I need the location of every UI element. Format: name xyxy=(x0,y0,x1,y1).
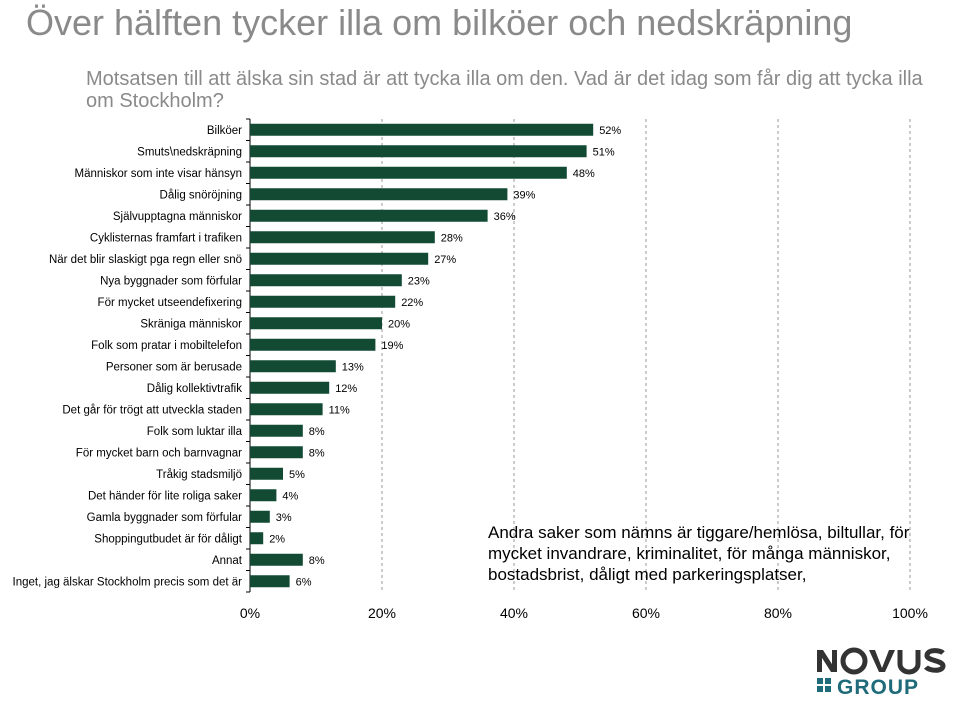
x-tick-label: 0% xyxy=(240,605,260,621)
category-label: Skräniga människor xyxy=(140,318,242,330)
data-label: 22% xyxy=(401,297,423,309)
data-label: 3% xyxy=(276,512,292,524)
logo-wordmark-top xyxy=(817,647,946,675)
category-label: Annat xyxy=(212,555,243,567)
data-label: 8% xyxy=(309,555,325,567)
bar xyxy=(250,446,303,459)
bar xyxy=(250,467,283,480)
data-label: 12% xyxy=(335,383,357,395)
bar xyxy=(250,123,594,136)
other-answers-note: Andra saker som nämns är tiggare/hemlösa… xyxy=(488,523,910,584)
bar xyxy=(250,252,429,265)
category-label: Självupptagna människor xyxy=(113,211,242,223)
novus-group-logo: GROUP xyxy=(817,647,946,698)
data-label: 5% xyxy=(289,469,305,481)
data-label: 20% xyxy=(388,318,410,330)
category-label: Nya byggnader som förfular xyxy=(100,275,242,287)
data-label: 19% xyxy=(381,340,403,352)
data-label: 51% xyxy=(593,146,615,158)
category-label: Cyklisternas framfart i trafiken xyxy=(90,232,242,244)
x-tick-label: 40% xyxy=(500,605,528,621)
category-label: Det händer för lite roliga saker xyxy=(88,490,242,502)
page-title: Över hälften tycker illa om bilköer och … xyxy=(26,2,853,43)
category-label: Dålig snöröjning xyxy=(160,189,242,201)
x-tick-label: 20% xyxy=(368,605,396,621)
bar xyxy=(250,274,402,287)
category-label: För mycket barn och barnvagnar xyxy=(76,447,242,459)
logo-squares-icon xyxy=(817,678,831,692)
x-tick-label: 80% xyxy=(764,605,792,621)
category-label: Dålig kollektivtrafik xyxy=(147,383,242,395)
category-label: Personer som är berusade xyxy=(106,361,242,373)
category-label: När det blir slaskigt pga regn eller snö xyxy=(49,254,242,266)
data-label: 48% xyxy=(573,168,595,180)
category-label: För mycket utseendefixering xyxy=(98,297,242,309)
chart-subtitle: Motsatsen till att älska sin stad är att… xyxy=(86,68,923,112)
bar xyxy=(250,489,277,502)
category-label: Shoppingutbudet är för dåligt xyxy=(94,533,242,545)
category-label: Folk som luktar illa xyxy=(147,426,243,438)
category-label: Bilköer xyxy=(207,125,242,137)
data-label: 36% xyxy=(494,211,516,223)
category-label: Det går för trögt att utveckla staden xyxy=(62,404,242,416)
category-label: Inget, jag älskar Stockholm precis som d… xyxy=(13,576,243,588)
bar xyxy=(250,575,290,588)
bar xyxy=(250,360,336,373)
bar xyxy=(250,209,488,222)
data-label: 4% xyxy=(282,490,298,502)
bar xyxy=(250,317,382,330)
bar xyxy=(250,166,567,179)
bar xyxy=(250,295,396,308)
data-label: 6% xyxy=(296,576,312,588)
data-label: 11% xyxy=(329,404,350,416)
category-label: Gamla byggnader som förfular xyxy=(87,512,242,524)
bar xyxy=(250,381,330,394)
bar xyxy=(250,338,376,351)
data-label: 52% xyxy=(599,125,621,137)
category-label: Människor som inte visar hänsyn xyxy=(75,168,242,180)
bar xyxy=(250,188,508,201)
bar xyxy=(250,553,303,566)
bar xyxy=(250,145,587,158)
category-label: Tråkig stadsmiljö xyxy=(156,469,242,481)
data-label: 2% xyxy=(269,533,285,545)
data-label: 28% xyxy=(441,232,463,244)
data-label: 8% xyxy=(309,447,325,459)
x-tick-label: 60% xyxy=(632,605,660,621)
bar xyxy=(250,231,435,244)
logo-wordmark-bottom: GROUP xyxy=(837,676,919,698)
data-label: 13% xyxy=(342,361,364,373)
bar xyxy=(250,424,303,437)
bar xyxy=(250,403,323,416)
data-label: 27% xyxy=(434,254,456,266)
bar xyxy=(250,532,264,545)
data-label: 8% xyxy=(309,426,325,438)
bar xyxy=(250,510,270,523)
data-label: 23% xyxy=(408,275,430,287)
x-tick-label: 100% xyxy=(892,605,928,621)
category-label: Smuts\nedskräpning xyxy=(137,146,242,158)
data-label: 39% xyxy=(513,189,535,201)
category-label: Folk som pratar i mobiltelefon xyxy=(91,340,242,352)
